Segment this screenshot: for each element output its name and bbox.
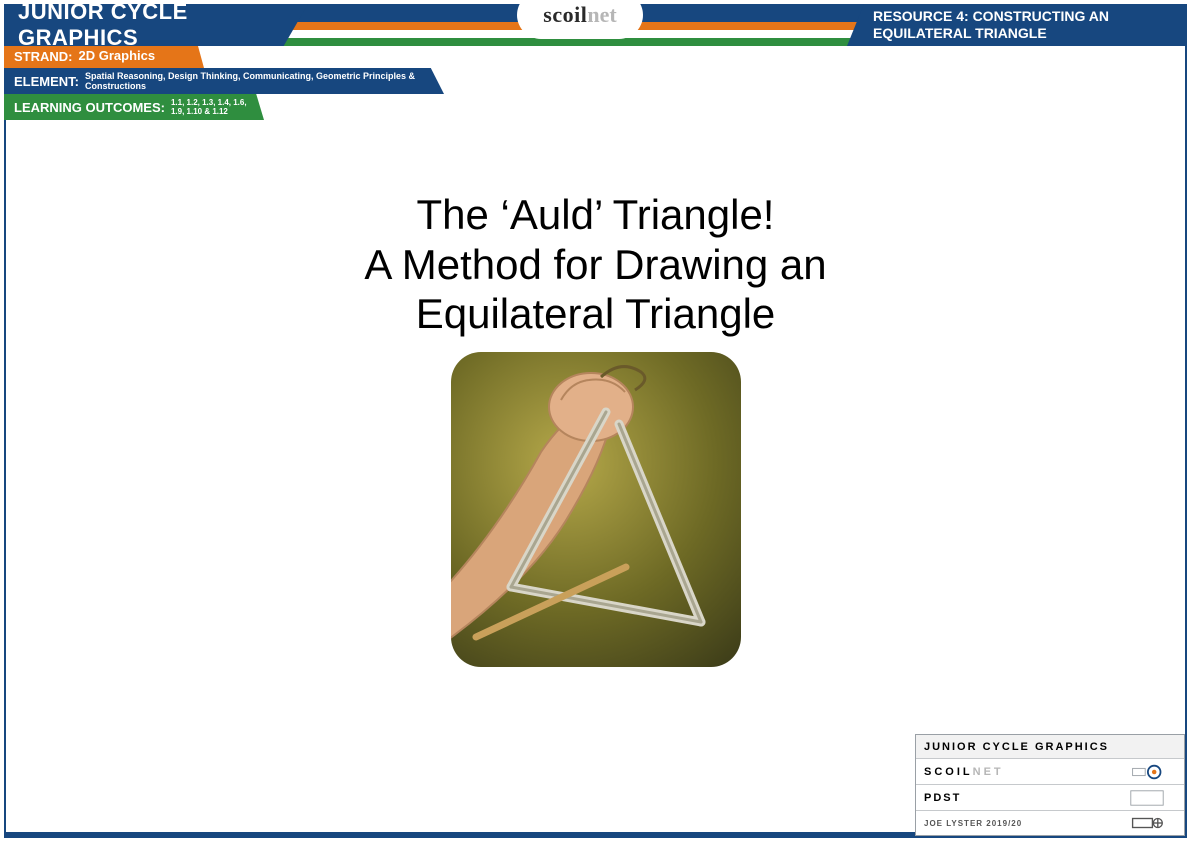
main-title: The ‘Auld’ Triangle! A Method for Drawin… — [0, 190, 1191, 339]
footer-icon-2 — [1118, 789, 1176, 806]
triangle-illustration-svg — [451, 352, 741, 667]
header-title-right-text: RESOURCE 4: CONSTRUCTING AN EQUILATERAL … — [873, 8, 1173, 43]
header-title-left-text: JUNIOR CYCLE GRAPHICS — [18, 0, 294, 51]
footer-pdst-text: PDST — [924, 792, 961, 804]
footer-row-jcg: JUNIOR CYCLE GRAPHICS — [916, 735, 1184, 759]
main-title-line2: A Method for Drawing an — [0, 240, 1191, 290]
footer-row-scoilnet: SCOILNET — [916, 759, 1184, 785]
footer-author-text: JOE LYSTER 2019/20 — [924, 819, 1022, 828]
footer-net: NET — [973, 766, 1004, 778]
footer-jcg-text: JUNIOR CYCLE GRAPHICS — [924, 741, 1109, 753]
header-title-right: RESOURCE 4: CONSTRUCTING AN EQUILATERAL … — [847, 4, 1187, 46]
tab-outcomes-value: 1.1, 1.2, 1.3, 1.4, 1.6, 1.9, 1.10 & 1.1… — [171, 98, 248, 116]
logo-part-net: net — [587, 2, 616, 28]
metadata-tabs: STRAND: 2D Graphics ELEMENT: Spatial Rea… — [4, 46, 444, 120]
tab-strand-value: 2D Graphics — [79, 49, 156, 64]
scoilnet-logo: scoilnet — [520, 0, 640, 36]
header-title-left: JUNIOR CYCLE GRAPHICS — [4, 4, 308, 46]
tab-element: ELEMENT: Spatial Reasoning, Design Think… — [4, 68, 444, 94]
triangle-photo — [451, 352, 741, 667]
footer-box: JUNIOR CYCLE GRAPHICS SCOILNET PDST JOE … — [915, 734, 1185, 836]
main-title-line1: The ‘Auld’ Triangle! — [0, 190, 1191, 240]
footer-row-author: JOE LYSTER 2019/20 — [916, 811, 1184, 835]
footer-scoilnet-text: SCOILNET — [924, 766, 1004, 778]
tab-element-label: ELEMENT: — [14, 74, 79, 89]
footer-scoil: SCOIL — [924, 766, 973, 778]
footer-icon-1 — [1118, 763, 1176, 780]
tab-element-value: Spatial Reasoning, Design Thinking, Comm… — [85, 71, 428, 92]
main-title-line3: Equilateral Triangle — [0, 289, 1191, 339]
tab-outcomes: LEARNING OUTCOMES: 1.1, 1.2, 1.3, 1.4, 1… — [4, 94, 264, 120]
footer-row-pdst: PDST — [916, 785, 1184, 811]
tab-strand-label: STRAND: — [14, 49, 73, 64]
tab-outcomes-label: LEARNING OUTCOMES: — [14, 100, 165, 115]
logo-part-scoil: scoil — [543, 2, 587, 28]
tab-strand: STRAND: 2D Graphics — [4, 46, 204, 68]
footer-icon-3 — [1118, 815, 1176, 831]
